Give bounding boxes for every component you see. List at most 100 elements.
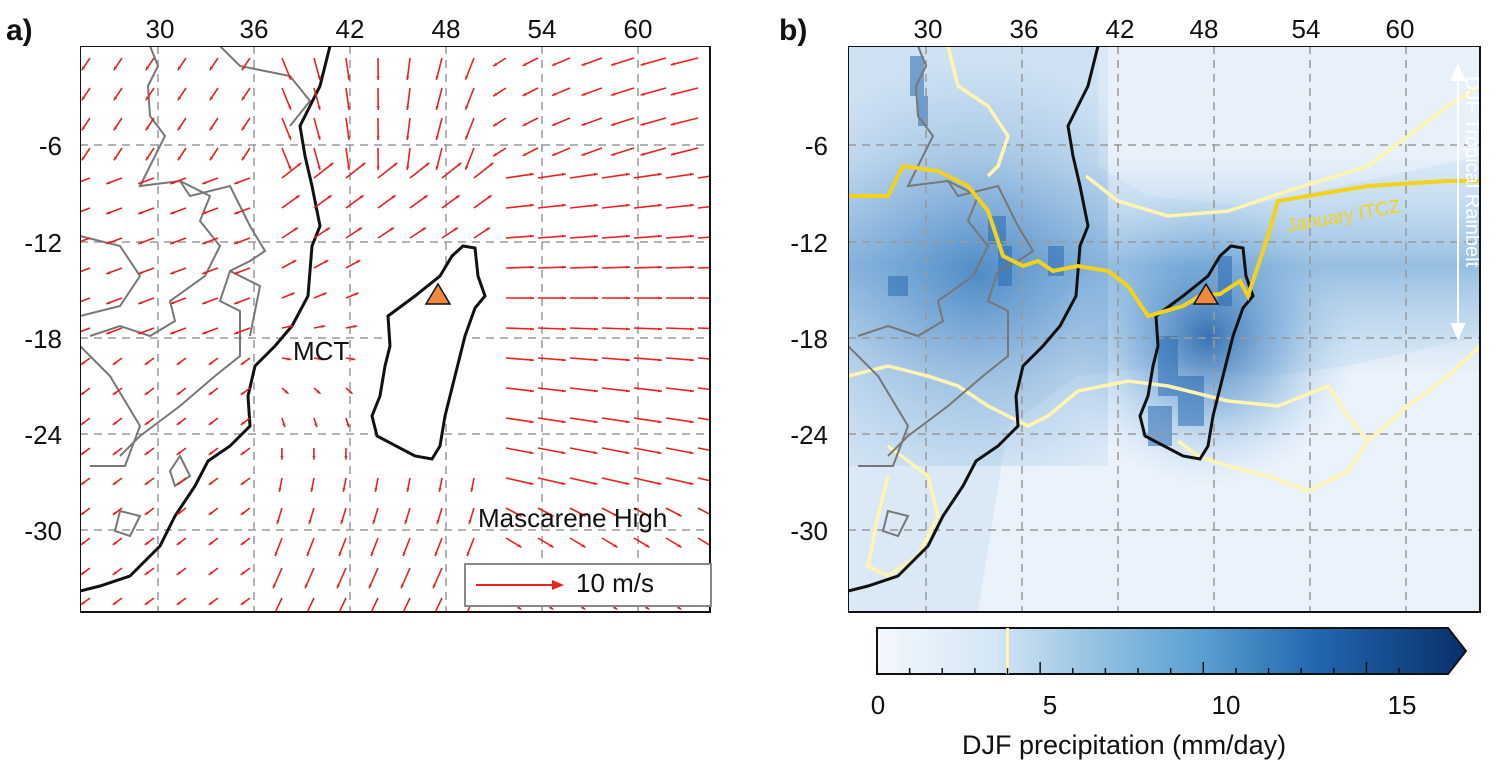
wind-vector-head — [240, 601, 245, 605]
wind-vector — [640, 87, 667, 96]
wind-vector-head — [209, 66, 214, 71]
wind-vector-head — [274, 552, 278, 557]
wind-vector-head — [80, 361, 85, 365]
wind-vector-head — [493, 92, 498, 97]
wind-vector-head — [677, 544, 682, 548]
wind-vector-head — [112, 361, 117, 365]
wind-vector-head — [177, 126, 182, 131]
wind-vector-head — [112, 511, 117, 515]
wind-vector — [464, 117, 475, 141]
wind-vector — [441, 162, 462, 179]
country-borders — [80, 46, 312, 538]
wind-vector-head — [549, 513, 554, 517]
wind-vector-head — [138, 241, 143, 245]
wind-vector — [697, 447, 710, 452]
x-tick: 54 — [527, 14, 557, 44]
wind-vectors — [80, 57, 726, 612]
wind-vector-head — [657, 420, 662, 424]
wind-vector-head — [689, 389, 694, 393]
wind-vector-head — [657, 203, 662, 207]
wind-vector — [313, 162, 334, 179]
wind-vector — [601, 173, 630, 179]
wind-vector — [697, 417, 710, 421]
wind-vector-head — [370, 552, 374, 557]
wind-vector-head — [402, 552, 406, 557]
wind-vector-head — [561, 172, 566, 176]
wind-vector — [345, 147, 350, 171]
wind-vector-head — [406, 166, 410, 170]
wind-vector — [670, 117, 699, 126]
wind-vector — [665, 417, 694, 424]
wind-vector-head — [593, 172, 598, 176]
wind-vector-head — [282, 423, 286, 428]
wind-vector-head — [625, 451, 630, 455]
wind-vector-head — [144, 541, 149, 545]
wind-vector — [601, 327, 631, 330]
wind-vector-head — [658, 234, 662, 238]
wind-vector-head — [240, 481, 245, 485]
wind-vector — [406, 87, 411, 111]
wind-vector-head — [347, 166, 351, 170]
panel-a-tag: a) — [6, 14, 33, 47]
wind-vector-head — [208, 571, 213, 575]
wind-vector-head — [208, 391, 213, 395]
wind-vector-head — [581, 544, 586, 548]
wind-vector — [338, 597, 347, 612]
mascarene-high-label: Mascarene High — [478, 503, 668, 533]
wind-vector — [670, 147, 699, 156]
wind-vector-head — [176, 511, 181, 515]
wind-vector — [670, 57, 699, 66]
wind-vector-head — [209, 156, 214, 161]
wind-vector-head — [317, 165, 321, 170]
wind-vector-head — [144, 451, 149, 455]
wind-vector-head — [722, 266, 726, 269]
wind-vector-head — [613, 544, 618, 548]
wind-vector-head — [561, 389, 566, 393]
wind-vector-head — [625, 203, 630, 207]
wind-vector-head — [561, 481, 566, 485]
wind-vector-head — [722, 420, 726, 423]
rainbelt-contours — [848, 46, 1480, 579]
wind-vector-head — [338, 552, 342, 557]
wind-vector-head — [176, 571, 181, 575]
wind-vector — [537, 266, 567, 269]
wind-vector-head — [552, 92, 557, 96]
wind-vector-head — [530, 234, 534, 238]
wind-vector-head — [170, 271, 175, 275]
wind-vector-head — [359, 195, 364, 199]
wind-vector — [601, 204, 630, 209]
wind-vector-head — [389, 227, 394, 232]
wind-vector-head — [690, 358, 694, 362]
wind-vector-head — [170, 331, 175, 335]
wind-vector-head — [493, 122, 498, 127]
wind-vector-head — [241, 156, 246, 161]
wind-vector-head — [177, 96, 182, 101]
wind-vector-head — [170, 301, 175, 305]
wind-vector — [537, 387, 566, 392]
wind-vector-head — [435, 105, 439, 110]
wind-vector-head — [106, 241, 111, 245]
wind-vector — [281, 117, 292, 141]
wind-vector-head — [240, 541, 245, 545]
wind-vector-head — [310, 487, 314, 492]
wind-vector — [633, 387, 662, 392]
wind-vector-head — [581, 92, 586, 96]
wind-vector-head — [346, 423, 350, 428]
wind-vector-map — [80, 46, 726, 613]
wind-vector-head — [202, 181, 207, 185]
wind-vector — [537, 235, 566, 239]
wind-vector — [697, 175, 710, 179]
wind-vector — [345, 162, 366, 179]
wind-vector-head — [290, 292, 295, 296]
wind-vector-head — [80, 421, 85, 425]
y-tick: -24 — [790, 420, 828, 450]
wind-vector-head — [316, 390, 321, 394]
wind-vector — [569, 477, 598, 485]
wind-vector — [569, 447, 598, 455]
wind-vector-head — [170, 241, 175, 245]
wind-vector-head — [581, 62, 586, 66]
wind-vector-head — [144, 481, 149, 485]
wind-vector-head — [295, 195, 300, 199]
wind-vector — [569, 327, 599, 330]
wind-vector-head — [241, 126, 246, 131]
